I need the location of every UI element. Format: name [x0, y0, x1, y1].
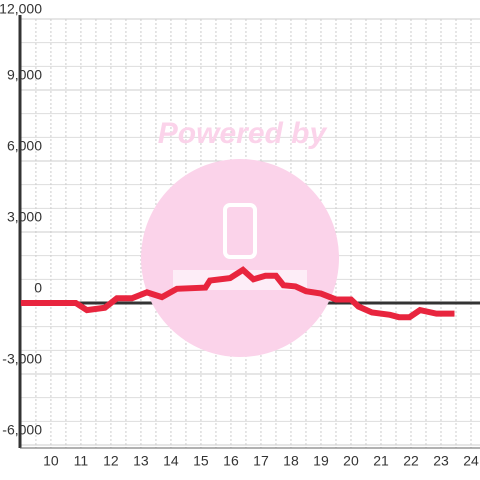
y-tick-label: 0: [34, 280, 42, 296]
y-tick-label: -3,000: [2, 351, 42, 367]
x-tick-label: 24: [463, 453, 479, 469]
x-tick-label: 17: [253, 453, 269, 469]
y-tick-label: 12,000: [0, 1, 42, 17]
x-tick-label: 18: [283, 453, 299, 469]
watermark: Powered by: [158, 117, 328, 150]
x-tick-label: 21: [373, 453, 389, 469]
x-tick-label: 11: [74, 453, 89, 469]
x-tick-label: 12: [103, 453, 119, 469]
y-tick-label: 6,000: [7, 138, 42, 154]
x-tick-label: 15: [193, 453, 209, 469]
x-tick-label: 23: [433, 453, 449, 469]
data-line: [20, 266, 455, 321]
y-tick-label: -6,000: [2, 422, 42, 438]
watermark-logo: [141, 159, 339, 357]
x-tick-label: 22: [403, 453, 419, 469]
x-tick-label: 19: [313, 453, 329, 469]
y-tick-label: 3,000: [7, 209, 42, 225]
x-tick-label: 13: [133, 453, 149, 469]
x-tick-label: 20: [343, 453, 359, 469]
x-tick-label: 10: [43, 453, 59, 469]
x-tick-label: 16: [223, 453, 239, 469]
x-tick-label: 14: [163, 453, 179, 469]
y-tick-label: 9,000: [7, 67, 42, 83]
